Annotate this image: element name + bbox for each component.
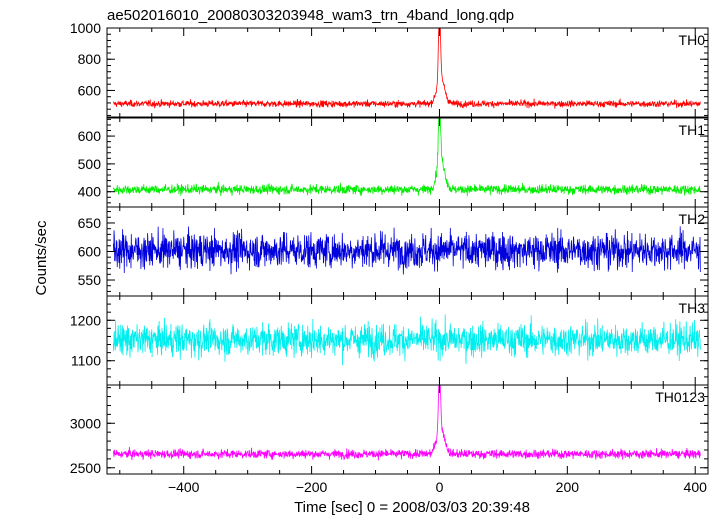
series-th3-line [112, 314, 701, 366]
panel-th1: 400 500 600 TH1 [78, 117, 709, 208]
y-tick-label: 500 [78, 156, 102, 172]
y-tick-label: 2500 [70, 460, 101, 476]
series-th2-line [112, 226, 701, 275]
panel-label-th1: TH1 [679, 122, 706, 138]
panel-th0: 600 800 1000 TH0 [70, 20, 709, 118]
panel-label-th2: TH2 [679, 211, 706, 227]
panel-label-th0: TH0 [679, 32, 706, 48]
y-tick-label: 3000 [70, 415, 101, 431]
x-tick-label: 400 [684, 479, 708, 495]
y-tick-label: 400 [78, 184, 102, 200]
panels-group: 600 800 1000 TH0 400 500 600 TH1 550 600 650 TH2 110… [70, 20, 709, 476]
y-tick-label: 550 [78, 272, 102, 288]
panel-frame [106, 384, 709, 475]
panel-th2: 550 600 650 TH2 [78, 206, 709, 297]
series-th0-line [113, 28, 701, 109]
y-tick-label: 800 [78, 51, 102, 67]
x-tick-labels: −400 −200 0 200 400 [168, 479, 707, 495]
panel-label-th0123: TH0123 [655, 389, 705, 405]
y-axis-label: Counts/sec [33, 220, 50, 296]
panel-th3: 1100 1200 TH3 [70, 295, 709, 386]
y-tick-label: 650 [78, 215, 102, 231]
panel-th0123: 2500 3000 TH0123 [70, 384, 709, 476]
panel-label-th3: TH3 [679, 300, 706, 316]
x-tick-label: −400 [168, 479, 200, 495]
y-tick-label: 600 [78, 244, 102, 260]
x-tick-label: 0 [436, 479, 444, 495]
x-axis-label: Time [sec] 0 = 2008/03/03 20:39:48 [294, 499, 530, 516]
y-tick-label: 1100 [71, 353, 101, 369]
y-tick-label: 600 [78, 82, 102, 98]
panel-frame [106, 117, 709, 208]
y-tick-label: 1000 [70, 20, 101, 36]
series-th0123-line [112, 385, 701, 461]
y-tick-label: 600 [78, 128, 102, 144]
x-tick-label: −200 [296, 479, 328, 495]
x-tick-label: 200 [556, 479, 580, 495]
series-th1-line [113, 118, 701, 197]
chart-title: ae502016010_20080303203948_wam3_trn_4ban… [107, 7, 514, 24]
y-tick-label: 1200 [70, 312, 101, 328]
